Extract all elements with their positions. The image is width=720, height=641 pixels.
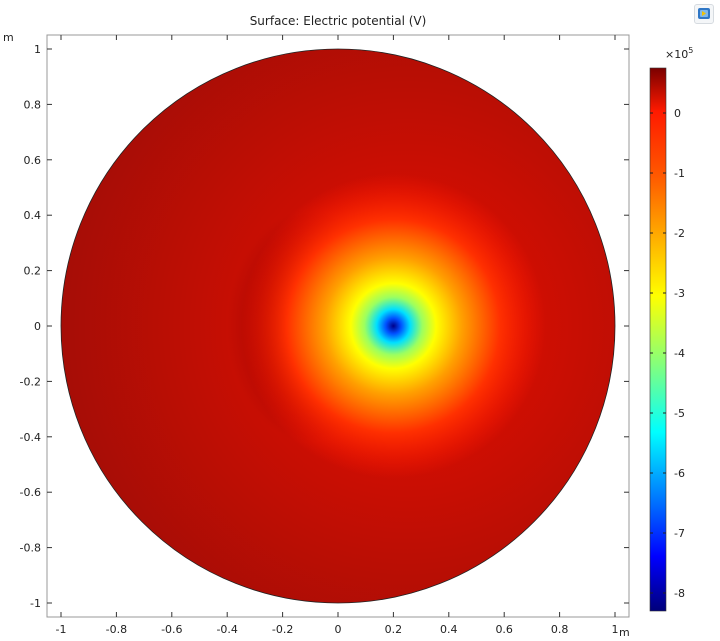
y-tick-label: -0.8 — [20, 542, 41, 555]
potential-minimum-region — [241, 173, 546, 479]
y-tick-label: -0.6 — [20, 486, 41, 499]
y-tick-label: -1 — [30, 597, 41, 610]
y-tick-label: 0.2 — [24, 265, 42, 278]
colorbar-ticks: 0 -1 -2 -3 -4 -5 -6 -7 -8 — [650, 107, 685, 600]
colorbar-tick-label: 0 — [674, 107, 681, 120]
x-tick-label: 0.4 — [440, 623, 458, 636]
x-tick-label: 0.8 — [551, 623, 569, 636]
colorbar — [649, 67, 667, 612]
x-tick-label: -1 — [56, 623, 67, 636]
colorbar-scale: ×105 — [665, 46, 693, 61]
y-tick-label: -0.4 — [20, 431, 41, 444]
x-tick-label: -0.4 — [216, 623, 237, 636]
x-tick-label: -0.8 — [106, 623, 127, 636]
y-tick-label: 0.6 — [24, 154, 42, 167]
x-tick-label: -0.2 — [272, 623, 293, 636]
x-tick-label: -0.6 — [161, 623, 182, 636]
display-icon[interactable] — [694, 4, 714, 24]
x-tick-label: 1 — [612, 623, 619, 636]
colorbar-tick-label: -1 — [674, 167, 685, 180]
y-tick-label: 0.4 — [24, 209, 42, 222]
colorbar-tick-label: -5 — [674, 407, 685, 420]
y-axis: 1 0.8 0.6 0.4 0.2 0 -0.2 -0.4 -0.6 -0.8 -1 — [20, 43, 629, 610]
x-tick-label: 0 — [335, 623, 342, 636]
y-tick-label: 0 — [34, 320, 41, 333]
chart-title: Surface: Electric potential (V) — [250, 14, 427, 28]
y-tick-label: 1 — [34, 43, 41, 56]
colorbar-tick-label: -4 — [674, 347, 685, 360]
y-axis-unit: m — [3, 31, 14, 44]
y-tick-label: 0.8 — [24, 98, 42, 111]
colorbar-tick-label: -2 — [674, 227, 685, 240]
domain-boundary — [60, 48, 616, 604]
y-tick-label: -0.2 — [20, 375, 41, 388]
x-axis-unit: m — [619, 626, 630, 639]
colorbar-tick-label: -6 — [674, 467, 685, 480]
x-tick-label: 0.6 — [495, 623, 513, 636]
colorbar-tick-label: -7 — [674, 527, 685, 540]
colorbar-tick-label: -8 — [674, 587, 685, 600]
x-axis: -1 -0.8 -0.6 -0.4 -0.2 0 0.2 0.4 0.6 0.8 1 — [56, 35, 619, 636]
x-tick-label: 0.2 — [385, 623, 403, 636]
colorbar-tick-label: -3 — [674, 287, 685, 300]
